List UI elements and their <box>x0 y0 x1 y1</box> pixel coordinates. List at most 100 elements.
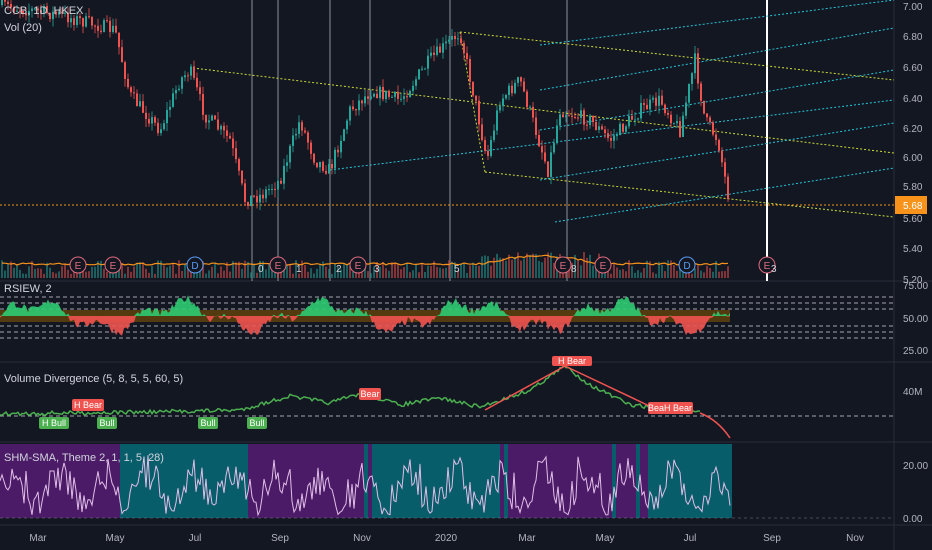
candle-body <box>265 189 267 199</box>
candle-body <box>334 149 336 169</box>
candle-body <box>445 41 447 44</box>
oscillator-band <box>552 444 556 518</box>
symbol-title[interactable]: CCB, 1D, HKEX <box>4 5 84 17</box>
candle-body <box>76 16 78 25</box>
oscillator-band <box>392 444 396 518</box>
event-lines <box>251 0 568 281</box>
candle-body <box>460 38 462 44</box>
candle-body <box>190 66 192 76</box>
svg-text:3: 3 <box>374 264 380 275</box>
rsi-axis[interactable]: 75.00 50.00 25.00 <box>903 281 928 357</box>
voldiv-axis-label[interactable]: 40M <box>903 387 922 398</box>
volume-bar <box>427 265 429 278</box>
volume-bar <box>580 265 582 278</box>
volume-bar <box>613 262 615 278</box>
dividend-marker: D <box>683 261 690 272</box>
oscillator-band <box>132 444 136 518</box>
candle-body <box>292 135 294 146</box>
candle-body <box>430 52 432 56</box>
oscillator-band <box>596 444 600 518</box>
volume-bar <box>469 265 471 278</box>
candle-body <box>529 106 531 108</box>
event-markers[interactable]: E E D E E E E D E <box>69 256 776 274</box>
candle-body <box>301 122 303 131</box>
volume-bar <box>310 268 312 278</box>
volume-bar <box>280 270 282 278</box>
volume-bar <box>604 269 606 278</box>
oscillator-band <box>76 444 80 518</box>
volume-bar <box>238 261 240 278</box>
oscillator-band <box>4 444 8 518</box>
volume-bar <box>67 269 69 278</box>
volume-bar <box>391 261 393 278</box>
volume-bar <box>727 266 729 278</box>
volume-bar <box>439 267 441 278</box>
candle-body <box>583 110 585 125</box>
candle-body <box>418 69 420 80</box>
divergence-tag: H Bear <box>558 356 586 366</box>
volume-bar <box>361 272 363 278</box>
candle-body <box>469 59 471 82</box>
oscillator-band <box>96 444 100 518</box>
oscillator-band <box>228 444 232 518</box>
volume-bar <box>100 260 102 278</box>
volume-bar <box>472 262 474 278</box>
oscillator-band <box>716 444 720 518</box>
candle-body <box>331 163 333 169</box>
oscillator-band <box>352 444 356 518</box>
oscillator-band <box>684 444 688 518</box>
candle-body <box>586 124 588 126</box>
candle-body <box>94 25 96 27</box>
oscillator-band <box>656 444 660 518</box>
candle-body <box>109 20 111 33</box>
candle-body <box>298 122 300 134</box>
volume-bar <box>133 266 135 278</box>
volume-bar <box>631 266 633 278</box>
volume-bar <box>634 272 636 278</box>
candle-body <box>127 78 129 88</box>
volume-bar <box>85 271 87 278</box>
shm-title[interactable]: SHM-SMA, Theme 2, 1, 1, 5, 28) <box>4 452 164 464</box>
volume-bar <box>454 262 456 278</box>
candle-body <box>427 55 429 69</box>
osc-axis[interactable]: 20.00 0.00 <box>903 461 928 525</box>
voldiv-title[interactable]: Volume Divergence (5, 8, 5, 5, 60, 5) <box>4 373 183 385</box>
volume-bar <box>388 270 390 278</box>
oscillator-band <box>116 444 120 518</box>
candle-body <box>160 129 162 134</box>
price-axis[interactable]: 7.00 6.80 6.60 6.40 6.20 6.00 5.80 5.60 … <box>903 2 923 286</box>
volume-bar <box>124 273 126 278</box>
volume-bar <box>649 261 651 278</box>
candle-body <box>241 170 243 184</box>
divergence-tags[interactable]: H Bull H Bear Bull Bull Bull Bear H Bear… <box>39 356 693 429</box>
volume-bar <box>700 270 702 278</box>
volume-bar <box>232 261 234 278</box>
volume-bar <box>220 266 222 278</box>
volume-bar <box>160 260 162 278</box>
candle-body <box>625 126 627 132</box>
candle-body <box>355 109 357 111</box>
candle-body <box>439 46 441 53</box>
candle-body <box>442 43 444 53</box>
candle-body <box>121 47 123 63</box>
volume-bar <box>571 262 573 278</box>
candle-body <box>220 125 222 130</box>
candle-body <box>337 149 339 153</box>
volume-bar <box>595 262 597 278</box>
rsi-title[interactable]: RSIEW, 2 <box>4 283 52 295</box>
time-axis[interactable]: Mar May Jul Sep Nov 2020 Mar May Jul Sep… <box>29 533 864 544</box>
candle-body <box>658 95 660 106</box>
candle-body <box>631 115 633 120</box>
oscillator-band <box>672 444 676 518</box>
candle-body <box>115 25 117 33</box>
volume-bar <box>397 264 399 278</box>
oscillator-band <box>284 444 288 518</box>
oscillator-band <box>380 444 384 518</box>
volume-bar <box>628 260 630 278</box>
volume-bar <box>157 260 159 278</box>
candle-body <box>637 118 639 120</box>
oscillator-band <box>496 444 500 518</box>
volume-bar <box>475 265 477 278</box>
volume-title[interactable]: Vol (20) <box>4 22 42 34</box>
